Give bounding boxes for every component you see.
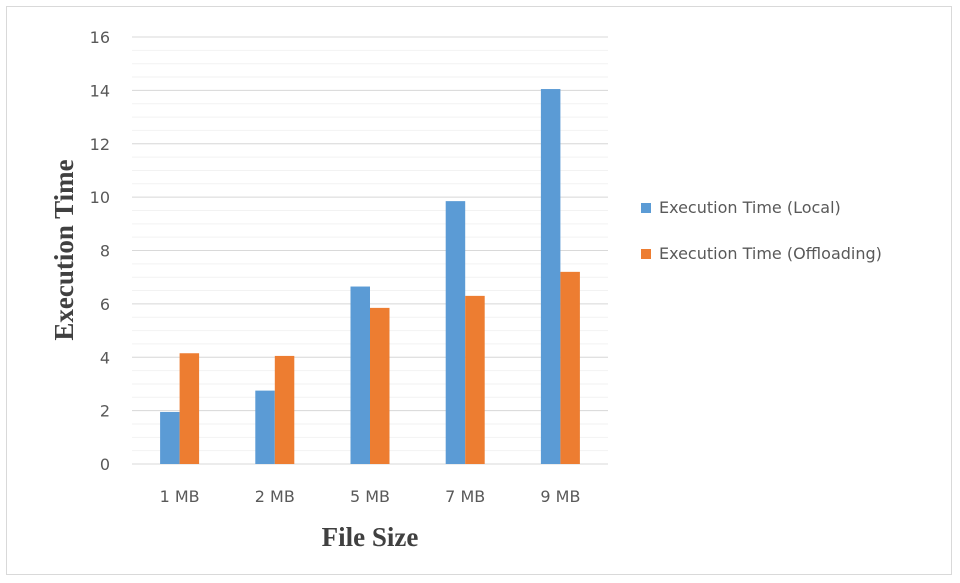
x-axis-ticks: 1 MB 2 MB 5 MB 7 MB 9 MB: [160, 487, 581, 506]
y-tick-label: 16: [90, 28, 110, 47]
bar-offloading-1: [274, 355, 295, 464]
y-tick-label: 6: [100, 295, 110, 314]
bar-offloading-4: [560, 271, 580, 464]
bar-local-1: [255, 390, 275, 464]
y-tick-label: 10: [90, 188, 110, 207]
legend-label: Execution Time (Offloading): [659, 244, 882, 263]
x-tick-label: 5 MB: [350, 487, 390, 506]
y-tick-label: 12: [90, 135, 110, 154]
bar-offloading-0: [179, 353, 200, 464]
bar-local-3: [445, 201, 466, 465]
x-axis-title: File Size: [322, 522, 419, 552]
y-tick-label: 2: [100, 402, 110, 421]
y-tick-label: 0: [100, 455, 110, 474]
y-tick-label: 14: [90, 81, 110, 100]
bar-local-0: [160, 411, 180, 464]
x-tick-label: 1 MB: [160, 487, 200, 506]
legend-swatch: [641, 249, 651, 259]
bar-local-4: [540, 89, 561, 465]
y-axis-title: Execution Time: [49, 159, 79, 340]
x-tick-label: 2 MB: [255, 487, 295, 506]
bar-local-2: [350, 286, 370, 464]
x-tick-label: 7 MB: [445, 487, 485, 506]
legend-swatch: [641, 203, 651, 213]
bar-offloading-2: [370, 307, 390, 464]
bars: [160, 89, 580, 465]
legend: Execution Time (Local) Execution Time (Of…: [641, 198, 882, 263]
bar-offloading-3: [465, 295, 485, 464]
y-tick-label: 8: [100, 242, 110, 261]
legend-label: Execution Time (Local): [659, 198, 841, 217]
x-tick-label: 9 MB: [540, 487, 580, 506]
y-axis-ticks: 0 2 4 6 8 10 12 14 16: [90, 28, 110, 474]
y-tick-label: 4: [100, 348, 110, 367]
